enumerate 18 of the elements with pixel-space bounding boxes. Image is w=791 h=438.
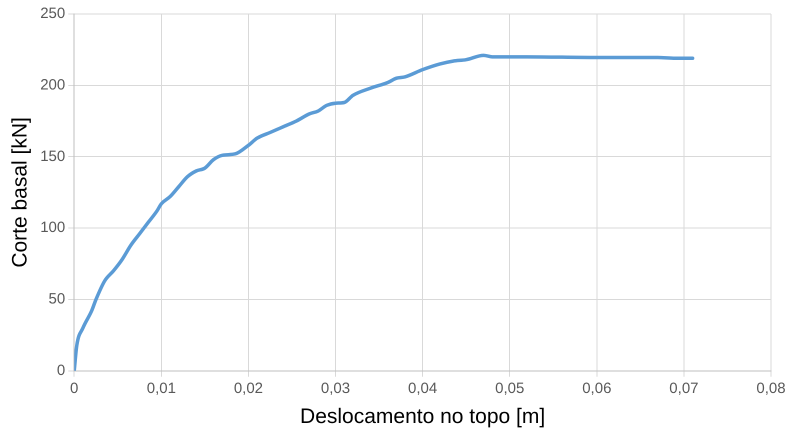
y-tick-label: 150 bbox=[40, 148, 66, 165]
line-series bbox=[74, 54, 694, 371]
y-tick-label: 0 bbox=[56, 362, 66, 379]
x-tick-label: 0,02 bbox=[234, 380, 264, 397]
x-tick-label: 0,08 bbox=[756, 380, 786, 397]
y-tick-label: 50 bbox=[48, 290, 66, 308]
x-tick-label: 0,05 bbox=[495, 380, 524, 397]
x-tick-label: 0,07 bbox=[669, 380, 699, 397]
y-tick-label: 250 bbox=[40, 5, 66, 22]
x-tick-label: 0,04 bbox=[408, 380, 438, 397]
y-axis-title: Corte basal [kN] bbox=[8, 117, 32, 268]
x-axis-title: Deslocamento no topo [m] bbox=[300, 405, 546, 428]
x-tick-label: 0,01 bbox=[146, 380, 176, 397]
y-tick-label: 200 bbox=[40, 76, 66, 94]
x-tick-label: 0,03 bbox=[320, 380, 350, 397]
y-tick-label: 100 bbox=[40, 219, 66, 236]
x-tick-label: 0,06 bbox=[582, 380, 612, 397]
x-tick-label: 0 bbox=[70, 380, 78, 397]
